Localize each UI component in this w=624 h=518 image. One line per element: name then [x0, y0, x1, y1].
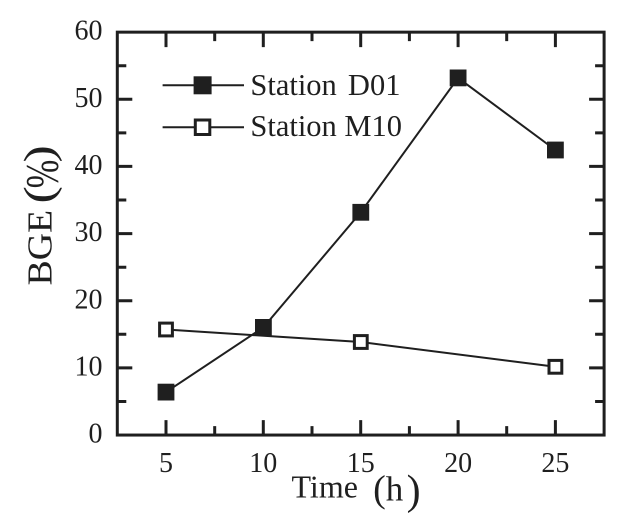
svg-text:20: 20	[75, 284, 103, 315]
svg-text:Station D01: Station D01	[250, 68, 400, 102]
svg-text:5: 5	[159, 448, 173, 479]
svg-text:): )	[407, 468, 421, 514]
svg-text:Station M10: Station M10	[250, 109, 402, 143]
svg-text:50: 50	[75, 83, 103, 114]
svg-text:15: 15	[347, 448, 375, 479]
svg-text:30: 30	[75, 217, 103, 248]
svg-text:BGE: BGE	[21, 210, 59, 286]
svg-text:Time: Time	[292, 469, 358, 505]
svg-text:25: 25	[541, 448, 569, 479]
svg-text:60: 60	[75, 16, 103, 47]
svg-text:0: 0	[89, 419, 103, 450]
svg-text:): )	[17, 145, 63, 162]
svg-text:h: h	[386, 469, 404, 508]
svg-text:40: 40	[75, 150, 103, 181]
svg-text:%: %	[17, 160, 68, 189]
svg-text:(: (	[17, 186, 63, 203]
svg-text:20: 20	[444, 448, 472, 479]
svg-text:10: 10	[249, 448, 277, 479]
svg-text:10: 10	[75, 352, 103, 383]
svg-text:(: (	[373, 468, 386, 510]
